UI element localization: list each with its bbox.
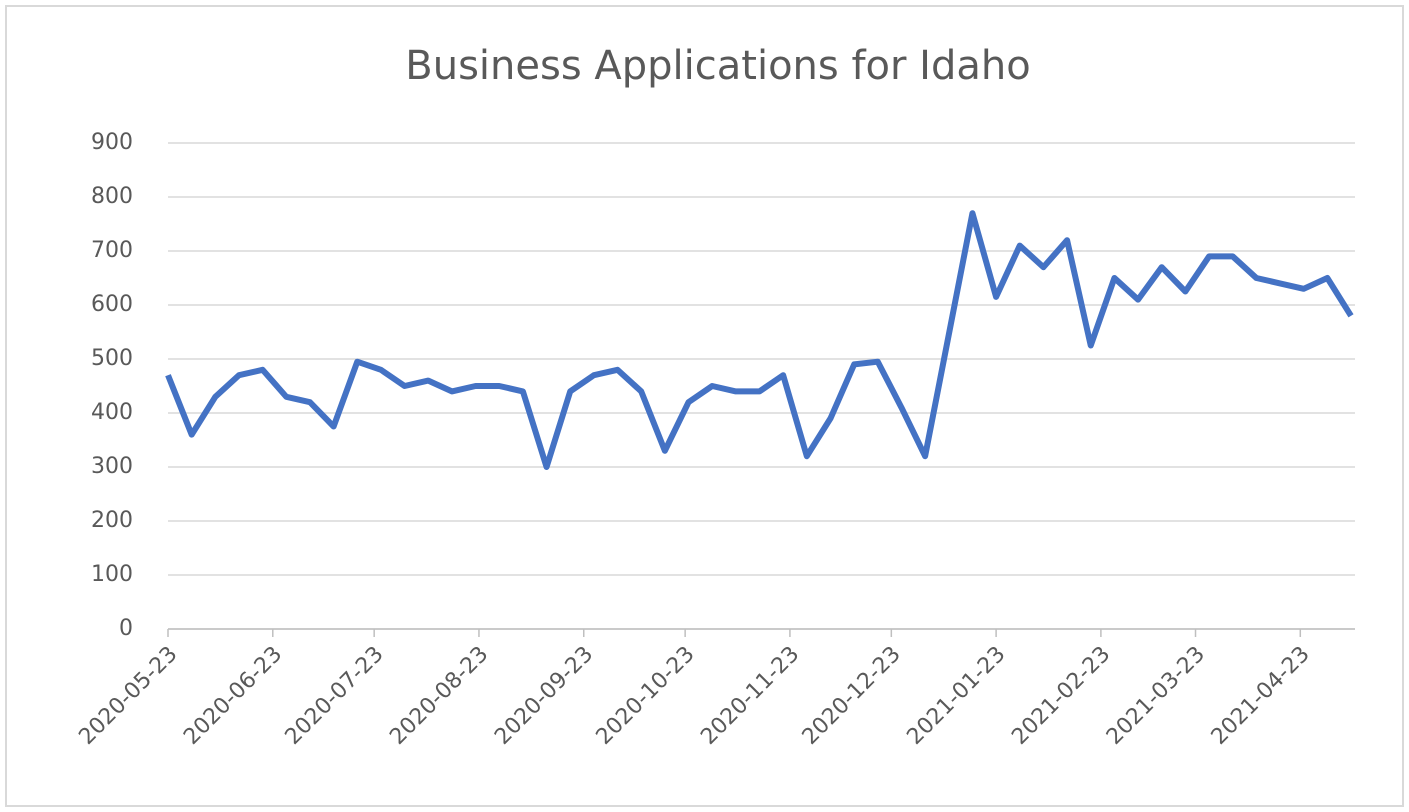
y-tick-label: 900 — [91, 130, 133, 155]
y-tick-label: 0 — [119, 616, 133, 641]
y-tick-label: 600 — [91, 292, 133, 317]
y-tick-label: 500 — [91, 346, 133, 371]
y-tick-label: 300 — [91, 454, 133, 479]
chart-title: Business Applications for Idaho — [405, 43, 1030, 89]
chart-border — [5, 5, 1404, 807]
y-tick-label: 100 — [91, 562, 133, 587]
y-tick-label: 400 — [91, 400, 133, 425]
y-tick-label: 800 — [91, 184, 133, 209]
y-tick-label: 700 — [91, 238, 133, 263]
data-line — [165, 210, 1354, 470]
y-tick-label: 200 — [91, 508, 133, 533]
